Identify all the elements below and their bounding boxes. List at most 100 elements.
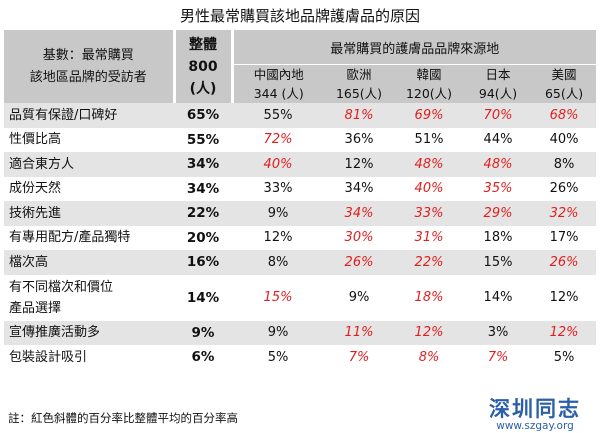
source-percent-cell: 8% <box>532 152 597 177</box>
source-percent-cell: 33% <box>232 176 324 201</box>
source-percent-cell: 12% <box>532 274 597 321</box>
source-percent-cell: 15% <box>464 250 532 275</box>
reason-cell: 有不同檔次和價位 產品選擇 <box>4 274 174 321</box>
reason-cell: 技術先進 <box>4 201 174 226</box>
source-percent-cell: 26% <box>324 250 394 275</box>
source-percent-cell: 7% <box>464 345 532 370</box>
source-percent-cell: 44% <box>464 127 532 152</box>
source-name: 韓國 <box>416 67 442 82</box>
table-row: 有不同檔次和價位 產品選擇 14% 15% 9% 18% 14% 12% <box>4 274 597 321</box>
source-count: 120(人) <box>405 86 453 101</box>
overall-count: 800 <box>188 58 218 75</box>
overall-percent-cell: 6% <box>174 345 232 370</box>
source-percent-cell: 68% <box>532 103 597 128</box>
source-percent-cell: 17% <box>532 225 597 250</box>
table-title: 男性最常購買該地品牌護膚品的原因 <box>179 7 420 25</box>
source-percent-cell: 26% <box>532 250 597 275</box>
overall-percent-cell: 20% <box>174 225 232 250</box>
source-percent-cell: 72% <box>232 127 324 152</box>
table-header: 基數：最常購買 該地區品牌的受訪者 整體 800 (人) 最常購買的護膚品品牌來… <box>4 30 597 103</box>
source-percent-cell: 32% <box>532 201 597 226</box>
table-row: 成份天然 34% 33% 34% 40% 35% 26% <box>4 176 597 201</box>
reason-cell: 有專用配方/產品獨特 <box>4 225 174 250</box>
table-row: 宣傳推廣活動多 9% 9% 11% 12% 3% 12% <box>4 320 597 345</box>
source-percent-cell: 69% <box>394 103 464 128</box>
overall-percent-cell: 34% <box>174 176 232 201</box>
overall-percent-cell: 65% <box>174 103 232 128</box>
source-percent-cell: 3% <box>464 320 532 345</box>
source-percent-cell: 5% <box>532 345 597 370</box>
overall-label: 整體 <box>189 36 217 53</box>
source-header-mainland: 中國內地 344 (人) <box>230 64 324 103</box>
overall-percent-cell: 9% <box>174 320 232 345</box>
watermark-logo: 深圳同志 www.szgay.org <box>476 396 594 432</box>
reason-cell: 性價比高 <box>4 127 174 152</box>
reason-cell: 成份天然 <box>4 176 174 201</box>
source-percent-cell: 8% <box>232 250 324 275</box>
source-percent-cell: 40% <box>394 176 464 201</box>
source-count: 344 (人) <box>253 86 304 101</box>
source-percent-cell: 11% <box>324 320 394 345</box>
source-percent-cell: 30% <box>324 225 394 250</box>
reason-cell: 宣傳推廣活動多 <box>4 320 174 345</box>
source-name: 美國 <box>551 67 577 82</box>
source-header-europe: 歐洲 165(人) <box>324 64 394 103</box>
source-percent-cell: 18% <box>464 225 532 250</box>
source-percent-cell: 34% <box>324 201 394 226</box>
overall-percent-cell: 16% <box>174 250 232 275</box>
source-percent-cell: 26% <box>532 176 597 201</box>
source-header-korea: 韓國 120(人) <box>394 64 464 103</box>
source-percent-cell: 36% <box>324 127 394 152</box>
reason-cell: 品質有保證/口碑好 <box>4 103 174 128</box>
source-percent-cell: 7% <box>324 345 394 370</box>
watermark-text: 深圳同志 <box>489 396 581 421</box>
source-percent-cell: 70% <box>464 103 532 128</box>
source-percent-cell: 51% <box>394 127 464 152</box>
overall-percent-cell: 34% <box>174 152 232 177</box>
source-percent-cell: 81% <box>324 103 394 128</box>
source-percent-cell: 31% <box>394 225 464 250</box>
source-percent-cell: 34% <box>324 176 394 201</box>
source-percent-cell: 9% <box>232 201 324 226</box>
basis-header: 基數：最常購買 該地區品牌的受訪者 <box>4 30 174 103</box>
source-percent-cell: 48% <box>394 152 464 177</box>
source-percent-cell: 12% <box>324 152 394 177</box>
source-percent-cell: 14% <box>464 274 532 321</box>
table-row: 品質有保證/口碑好 65% 55% 81% 69% 70% 68% <box>4 103 597 128</box>
source-header-japan: 日本 94(人) <box>464 64 532 103</box>
source-count: 165(人) <box>335 86 383 101</box>
source-percent-cell: 35% <box>464 176 532 201</box>
table-row: 檔次高 16% 8% 26% 22% 15% 26% <box>4 250 597 275</box>
reason-cell: 包裝設計吸引 <box>4 345 174 370</box>
source-percent-cell: 15% <box>232 274 324 321</box>
source-percent-cell: 40% <box>532 127 597 152</box>
source-name: 日本 <box>485 67 511 82</box>
source-count: 94(人) <box>478 86 518 101</box>
source-percent-cell: 12% <box>532 320 597 345</box>
source-percent-cell: 18% <box>394 274 464 321</box>
overall-percent-cell: 22% <box>174 201 232 226</box>
source-name: 歐洲 <box>346 67 372 82</box>
source-percent-cell: 33% <box>394 201 464 226</box>
source-percent-cell: 12% <box>394 320 464 345</box>
watermark-url: www.szgay.org <box>496 419 574 432</box>
overall-header: 整體 800 (人) <box>172 30 232 103</box>
overall-percent-cell: 14% <box>174 274 232 321</box>
overall-unit: (人) <box>189 80 217 97</box>
source-percent-cell: 8% <box>394 345 464 370</box>
footnote: 註：紅色斜體的百分率比整體平均的百分率高 <box>8 411 238 425</box>
table-row: 適合東方人 34% 40% 12% 48% 48% 8% <box>4 152 597 177</box>
table-row: 性價比高 55% 72% 36% 51% 44% 40% <box>4 127 597 152</box>
source-percent-cell: 29% <box>464 201 532 226</box>
reason-cell: 適合東方人 <box>4 152 174 177</box>
table-row: 有專用配方/產品獨特 20% 12% 30% 31% 18% 17% <box>4 225 597 250</box>
table-row: 包裝設計吸引 6% 5% 7% 8% 7% 5% <box>4 345 597 370</box>
source-percent-cell: 5% <box>232 345 324 370</box>
source-percent-cell: 40% <box>232 152 324 177</box>
basis-line-2: 該地區品牌的受訪者 <box>29 69 147 85</box>
source-header-usa: 美國 65(人) <box>532 64 597 103</box>
brand-origin-group-header: 最常購買的護膚品品牌來源地 <box>230 30 597 65</box>
source-percent-cell: 55% <box>232 103 324 128</box>
source-percent-cell: 9% <box>324 274 394 321</box>
source-percent-cell: 12% <box>232 225 324 250</box>
